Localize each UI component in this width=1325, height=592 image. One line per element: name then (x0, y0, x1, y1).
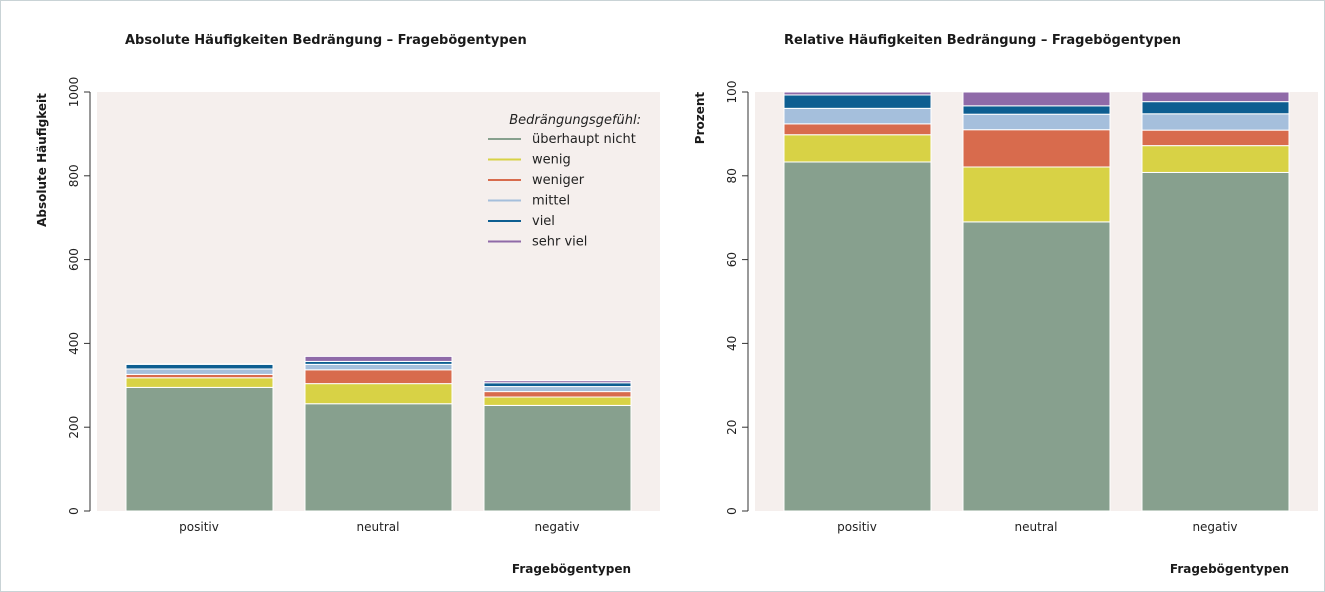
y-tick-label: 200 (67, 416, 81, 439)
y-tick-label: 80 (725, 168, 739, 183)
bar-segment (1141, 145, 1290, 173)
bar-segment (304, 369, 453, 385)
bar-segment (483, 382, 632, 388)
x-tick-label: positiv (837, 520, 877, 534)
bar-segment (483, 396, 632, 406)
y-axis: 0 200 400 600 800 1000 (67, 77, 91, 515)
bar-segment (304, 403, 453, 512)
legend-title: Bedrängungsgefühl: (509, 113, 641, 128)
relative-frequency-chart: Relative Häufigkeiten Bedrängung – Frage… (693, 33, 1318, 576)
chart-title: Relative Häufigkeiten Bedrängung – Frage… (784, 33, 1181, 48)
x-axis-ticks: positiv neutral negativ (837, 520, 1237, 534)
bar-layer (783, 91, 1290, 512)
legend-label: wenig (532, 153, 571, 168)
bar-segment (125, 386, 274, 512)
chart-title: Absolute Häufigkeiten Bedrängung – Frage… (125, 33, 527, 48)
y-axis-title: Prozent (693, 92, 707, 145)
x-tick-label: neutral (1015, 520, 1058, 534)
bar-segment (483, 380, 632, 384)
x-axis-title: Fragebögentypen (1170, 562, 1289, 576)
bar-segment (483, 386, 632, 393)
bar-segment (1141, 101, 1290, 115)
x-axis-ticks: positiv neutral negativ (179, 520, 579, 534)
bar-segment (125, 363, 274, 370)
bar-segment (962, 113, 1111, 131)
bar-segment (783, 91, 932, 96)
y-tick-label: 1000 (67, 77, 81, 108)
x-tick-label: positiv (179, 520, 219, 534)
y-tick-label: 100 (725, 81, 739, 104)
bar-segment (1141, 91, 1290, 103)
bar-segment (962, 129, 1111, 168)
bar-segment (783, 161, 932, 512)
bar-segment (125, 373, 274, 379)
y-tick-label: 400 (67, 332, 81, 355)
bar-segment (1141, 171, 1290, 512)
bar-segment (483, 391, 632, 398)
legend-label: viel (532, 214, 555, 229)
bar-segment (962, 91, 1111, 107)
bar-segment (962, 221, 1111, 512)
legend: Bedrängungsgefühl: überhaupt nicht wenig w… (488, 113, 641, 250)
y-tick-label: 20 (725, 420, 739, 435)
bar-segment (304, 363, 453, 371)
legend-label: überhaupt nicht (532, 132, 636, 147)
legend-label: mittel (532, 194, 570, 209)
bar-segment (962, 105, 1111, 115)
bar-segment (783, 107, 932, 125)
bar-segment (783, 123, 932, 136)
bar-segment (783, 94, 932, 109)
y-axis-title: Absolute Häufigkeit (35, 93, 49, 227)
bar-segment (783, 134, 932, 163)
bar-segment (962, 166, 1111, 223)
x-tick-label: neutral (357, 520, 400, 534)
bar-segment (125, 368, 274, 375)
legend-label: weniger (532, 173, 585, 188)
bar-segment (125, 377, 274, 388)
bar-segment (1141, 129, 1290, 147)
legend-label: sehr viel (532, 235, 587, 250)
bar-segment (304, 383, 453, 405)
y-tick-label: 800 (67, 164, 81, 187)
y-tick-label: 60 (725, 252, 739, 267)
y-tick-label: 40 (725, 336, 739, 351)
y-tick-label: 0 (67, 507, 81, 515)
x-tick-label: negativ (534, 520, 579, 534)
bar-layer (125, 355, 632, 512)
x-axis-title: Fragebögentypen (512, 562, 631, 576)
bar-segment (483, 404, 632, 512)
absolute-frequency-chart: Absolute Häufigkeiten Bedrängung – Frage… (35, 33, 660, 576)
x-tick-label: negativ (1192, 520, 1237, 534)
y-tick-label: 0 (725, 507, 739, 515)
bar-segment (1141, 113, 1290, 131)
y-tick-label: 600 (67, 248, 81, 271)
y-axis: 0 20 40 60 80 100 (725, 81, 749, 515)
bar-segment (304, 355, 453, 362)
